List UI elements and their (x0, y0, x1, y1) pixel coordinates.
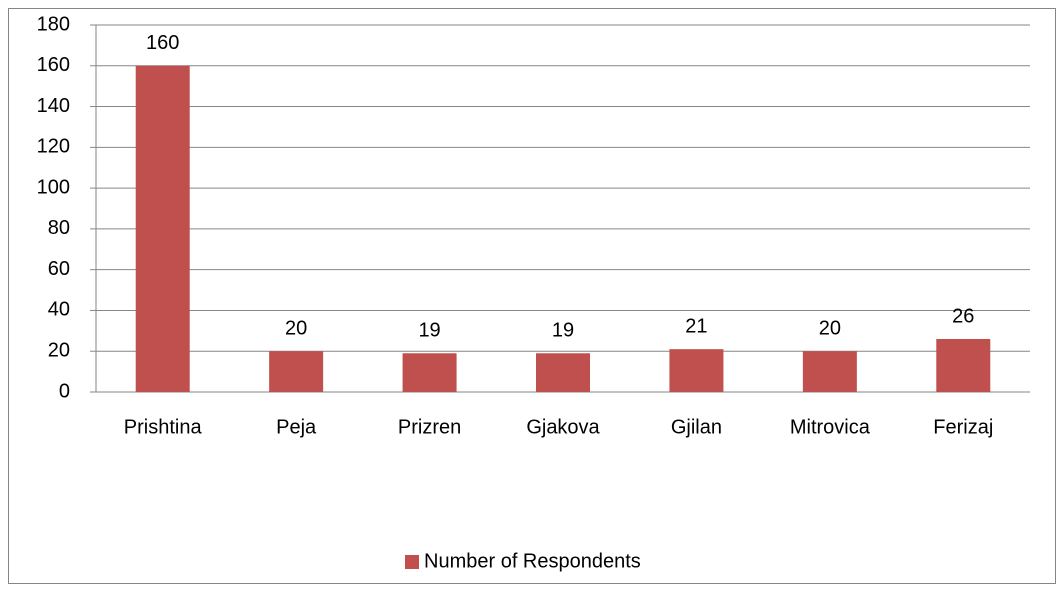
x-tick-label: Mitrovica (790, 416, 871, 438)
y-tick-label: 120 (37, 136, 70, 158)
y-tick-label: 60 (48, 258, 70, 280)
y-tick-label: 100 (37, 176, 70, 198)
bar (936, 338, 991, 392)
y-tick-label: 160 (37, 54, 70, 76)
bar (135, 65, 190, 393)
x-tick-label: Prishtina (124, 416, 203, 438)
legend-swatch (405, 555, 419, 569)
bar (536, 353, 590, 392)
y-tick-label: 0 (59, 380, 70, 402)
y-tick-label: 140 (37, 95, 70, 117)
data-label: 20 (819, 318, 841, 340)
x-tick-label: Prizren (398, 416, 461, 438)
data-label: 160 (146, 32, 179, 54)
y-tick-label: 180 (37, 13, 70, 35)
data-label: 20 (285, 318, 307, 340)
y-tick-label: 80 (48, 217, 70, 239)
bar (269, 351, 324, 392)
bar (402, 353, 457, 392)
data-label: 19 (418, 320, 440, 342)
y-tick-label: 40 (48, 299, 70, 321)
data-label: 26 (952, 305, 974, 327)
x-tick-label: Ferizaj (933, 416, 993, 438)
legend-label: Number of Respondents (424, 550, 641, 572)
bar (669, 349, 724, 392)
y-tick-label: 20 (48, 340, 70, 362)
x-tick-label: Peja (276, 416, 317, 438)
data-label: 19 (552, 320, 574, 342)
bar (802, 351, 857, 392)
x-tick-label: Gjakova (526, 416, 600, 438)
data-label: 21 (685, 315, 707, 337)
x-tick-label: Gjilan (671, 416, 722, 438)
